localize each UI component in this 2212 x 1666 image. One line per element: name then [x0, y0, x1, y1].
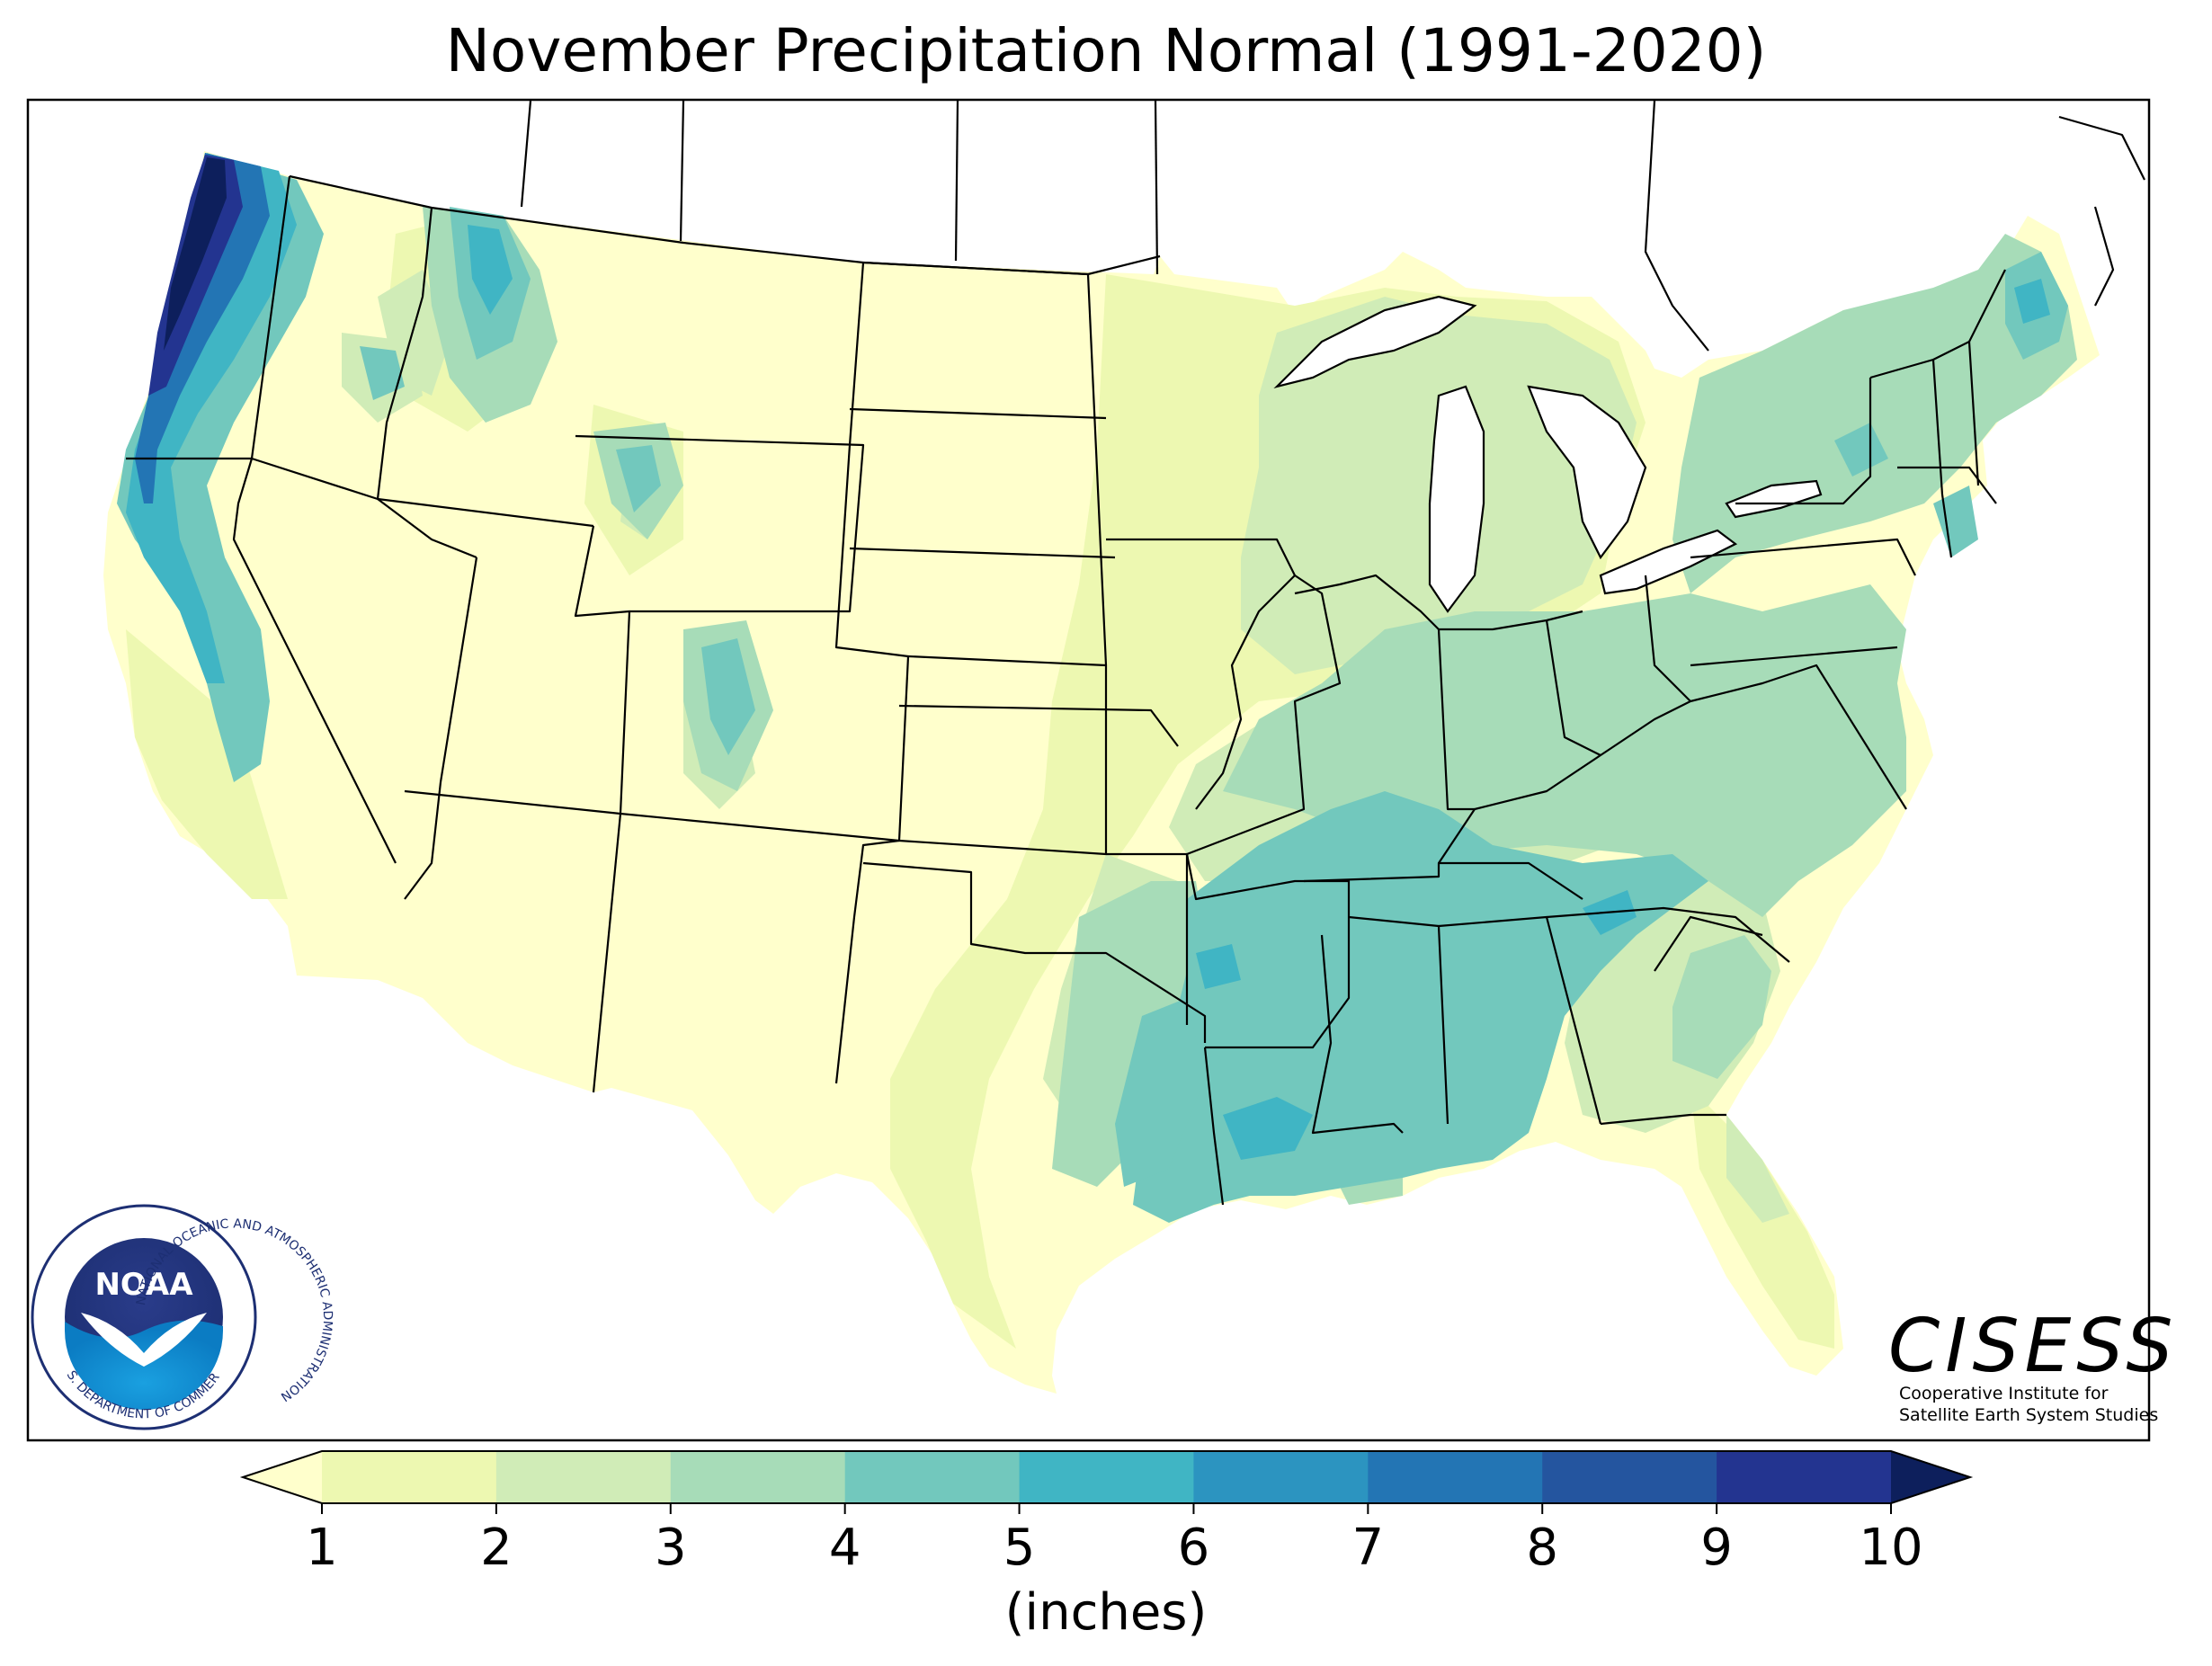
colorbar-tick-label: 5 [1003, 1519, 1036, 1577]
colorbar-tick-label: 2 [480, 1519, 513, 1577]
noaa-name: NOAA [94, 1267, 193, 1303]
colorbar-tick-label: 7 [1352, 1519, 1385, 1577]
colorbar-extend-high [1891, 1451, 1970, 1503]
colorbar-unit-label: (inches) [1005, 1583, 1208, 1642]
colorbar-tick-label: 1 [306, 1519, 338, 1577]
cisess-name: CISESS [1888, 1304, 2178, 1389]
map-title: November Precipitation Normal (1991-2020… [445, 16, 1767, 85]
outer-boundaries [289, 100, 2145, 352]
lake-michigan [1428, 385, 1485, 613]
mountain-wet-patches [342, 207, 773, 791]
map-frame-outline [26, 98, 2151, 1442]
colorbar-segment [495, 1451, 672, 1503]
colorbar-segment [670, 1451, 846, 1503]
great-lakes [1273, 295, 1823, 613]
colorbar-segment [1193, 1451, 1369, 1503]
colorbar-segment [1717, 1451, 1892, 1503]
colorbar-tick-label: 6 [1178, 1519, 1210, 1577]
colorbar-extend-low [243, 1451, 322, 1503]
colorbar-tick-label: 8 [1526, 1519, 1558, 1577]
colorbar-tick-label: 4 [829, 1519, 861, 1577]
colorbar [239, 1450, 1974, 1504]
cisess-line2: Satellite Earth System Studies [1899, 1405, 2158, 1425]
colorbar-tick-label: 3 [655, 1519, 687, 1577]
colorbar-tick-label: 10 [1859, 1519, 1922, 1577]
colorbar-segment [1542, 1451, 1717, 1503]
lake-superior [1273, 295, 1477, 389]
colorbar-tick-label: 9 [1700, 1519, 1733, 1577]
cisess-line1: Cooperative Institute for [1899, 1384, 2109, 1403]
colorbar-segment [844, 1451, 1021, 1503]
lake-ontario [1725, 479, 1823, 519]
colorbar-ticks: 1 2 3 4 5 6 7 8 9 10 [306, 1503, 1923, 1577]
colorbar-segment [1019, 1451, 1194, 1503]
colorbar-segment [1368, 1451, 1543, 1503]
cisess-logo: CISESS Cooperative Institute for Satelli… [1888, 1304, 2178, 1425]
colorbar-segment [322, 1451, 497, 1503]
lake-huron [1527, 385, 1647, 560]
